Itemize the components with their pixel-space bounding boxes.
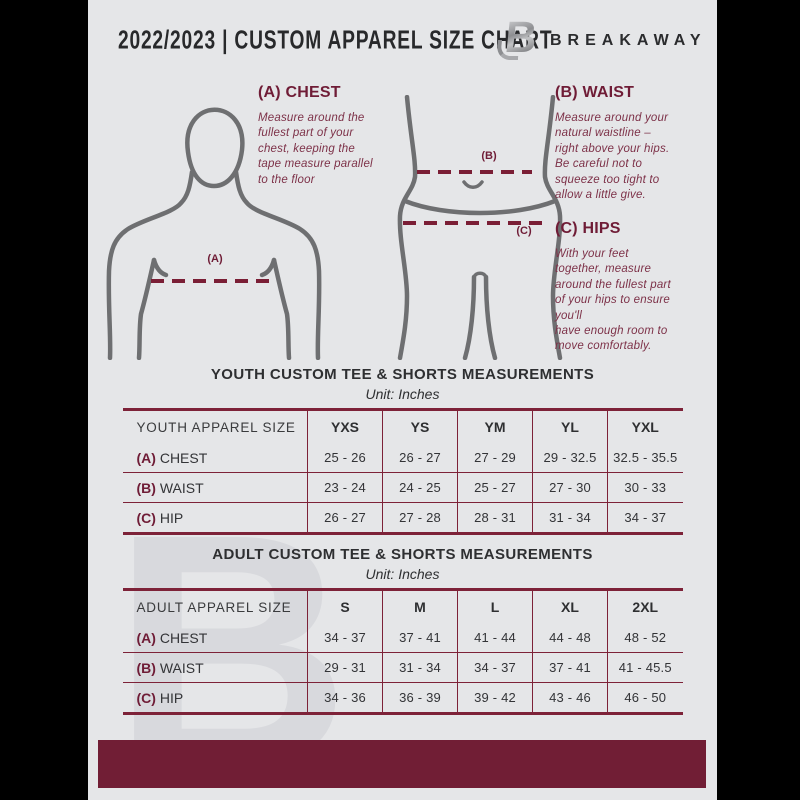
waist-heading: (B) WAIST xyxy=(555,84,635,101)
table-cell: 27 - 30 xyxy=(532,472,608,503)
column-header: YL xyxy=(532,409,608,443)
row-label: (C) HIP xyxy=(123,503,308,534)
table-cell: 48 - 52 xyxy=(607,623,683,653)
page-title: 2022/2023 | CUSTOM APPAREL SIZE CHART xyxy=(118,25,553,56)
table-cell: 27 - 29 xyxy=(457,443,533,473)
table-cell: 25 - 26 xyxy=(307,443,383,473)
column-header: YOUTH APPAREL SIZE xyxy=(136,419,296,435)
table-cell: 44 - 48 xyxy=(532,623,608,653)
column-header: XL xyxy=(532,589,608,623)
brand-name: BREAKAWAY xyxy=(550,32,707,49)
row-label: (C) HIP xyxy=(123,683,308,714)
column-header: L xyxy=(457,589,533,623)
table-cell: 32.5 - 35.5 xyxy=(607,443,683,473)
row-label: (B) WAIST xyxy=(123,653,308,683)
table-cell: 30 - 33 xyxy=(607,472,683,503)
breakaway-logo-icon: B xyxy=(495,13,543,64)
table-row: (A) CHEST 25 - 26 26 - 27 27 - 29 29 - 3… xyxy=(122,443,683,473)
row-label-text: HIP xyxy=(159,689,184,706)
header: 2022/2023 | CUSTOM APPAREL SIZE CHART B … xyxy=(88,0,717,80)
row-label-prefix: (C) xyxy=(136,689,156,706)
table-cell: 34 - 37 xyxy=(607,502,683,534)
adult-table-title: ADULT CUSTOM TEE & SHORTS MEASUREMENTS xyxy=(212,546,593,563)
row-label-text: CHEST xyxy=(159,629,208,646)
waist-body-text: Measure around your natural waistline – … xyxy=(555,112,670,202)
row-label-prefix: (B) xyxy=(136,659,156,676)
table-cell: 41 - 45.5 xyxy=(607,652,683,683)
row-label-text: WAIST xyxy=(159,659,204,676)
chest-instructions: (A) CHEST Measure around the fullest par… xyxy=(258,84,398,188)
chest-line-label: (A) xyxy=(207,253,223,265)
table-cell: 24 - 25 xyxy=(382,472,458,503)
row-label-prefix: (A) xyxy=(136,449,156,466)
logo-letter: B xyxy=(502,13,540,62)
hips-instructions: (C) HIPS With your feet together, measur… xyxy=(555,220,707,355)
row-label: (B) WAIST xyxy=(123,473,308,503)
table-header-row: YOUTH APPAREL SIZE YXS YS YM YL YXL xyxy=(123,409,683,443)
row-label: (A) CHEST xyxy=(123,443,308,473)
table-cell: 28 - 31 xyxy=(457,502,533,534)
adult-table-unit: Unit: Inches xyxy=(365,566,440,582)
adult-size-table: ADULT APPAREL SIZE S M L XL 2XL (A) CHES… xyxy=(122,588,683,715)
table-cell: 34 - 37 xyxy=(307,623,383,653)
torso-hips-figure xyxy=(397,95,563,360)
table-cell: 26 - 27 xyxy=(382,443,458,473)
table-header-row: ADULT APPAREL SIZE S M L XL 2XL xyxy=(123,589,683,623)
row-label-text: CHEST xyxy=(159,449,208,466)
table-cell: 26 - 27 xyxy=(307,502,383,534)
hips-heading: (C) HIPS xyxy=(555,220,621,237)
youth-table-title: YOUTH CUSTOM TEE & SHORTS MEASUREMENTS xyxy=(210,366,595,383)
table-cell: 46 - 50 xyxy=(607,682,683,714)
row-label: (A) CHEST xyxy=(123,623,308,653)
table-cell: 37 - 41 xyxy=(532,652,608,683)
hips-line-label: (C) xyxy=(516,225,532,237)
table-cell: 37 - 41 xyxy=(382,623,458,653)
table-cell: 36 - 39 xyxy=(382,682,458,714)
upper-body-figure xyxy=(106,107,322,360)
column-header: YM xyxy=(457,409,533,443)
column-header: M xyxy=(382,589,458,623)
table-cell: 41 - 44 xyxy=(457,623,533,653)
youth-table-unit: Unit: Inches xyxy=(365,386,440,402)
table-cell: 34 - 37 xyxy=(457,652,533,683)
table-cell: 29 - 32.5 xyxy=(532,443,608,473)
table-cell: 43 - 46 xyxy=(532,682,608,714)
table-cell: 39 - 42 xyxy=(457,682,533,714)
table-row: (B) WAIST 23 - 24 24 - 25 25 - 27 27 - 3… xyxy=(122,472,683,503)
adult-measurements-block: ADULT CUSTOM TEE & SHORTS MEASUREMENTS U… xyxy=(120,546,685,715)
table-cell: 31 - 34 xyxy=(382,652,458,683)
column-header: YXL xyxy=(607,409,683,443)
table-cell: 31 - 34 xyxy=(532,502,608,534)
row-label-prefix: (B) xyxy=(136,479,156,496)
row-label-text: HIP xyxy=(159,509,184,526)
waist-line-label: (B) xyxy=(481,150,497,162)
column-header: YS xyxy=(382,409,458,443)
table-row: (C) HIP 26 - 27 27 - 28 28 - 31 31 - 34 … xyxy=(123,502,683,534)
table-cell: 25 - 27 xyxy=(457,472,533,503)
row-label-prefix: (C) xyxy=(136,509,156,526)
column-header: ADULT APPAREL SIZE xyxy=(136,599,292,615)
table-cell: 29 - 31 xyxy=(307,652,383,683)
chest-heading: (A) CHEST xyxy=(258,84,341,101)
size-chart-page: B 2022/2023 | CUSTOM APPAREL SIZE CHART … xyxy=(88,0,717,800)
waist-instructions: (B) WAIST Measure around your natural wa… xyxy=(555,84,705,203)
row-label-text: WAIST xyxy=(159,479,204,496)
column-header: YXS xyxy=(307,409,383,443)
table-cell: 34 - 36 xyxy=(307,682,383,714)
column-header: S xyxy=(307,589,383,623)
footer-accent-bar xyxy=(98,740,706,788)
table-cell: 23 - 24 xyxy=(307,472,383,503)
column-header: 2XL xyxy=(607,589,683,623)
table-row: (B) WAIST 29 - 31 31 - 34 34 - 37 37 - 4… xyxy=(122,652,683,683)
youth-measurements-block: YOUTH CUSTOM TEE & SHORTS MEASUREMENTS U… xyxy=(120,366,685,535)
youth-size-table: YOUTH APPAREL SIZE YXS YS YM YL YXL (A) … xyxy=(122,408,683,535)
chest-body-text: Measure around the fullest part of your … xyxy=(258,112,373,186)
row-label-prefix: (A) xyxy=(136,629,156,646)
table-row: (C) HIP 34 - 36 36 - 39 39 - 42 43 - 46 … xyxy=(123,682,683,714)
hips-body-text: With your feet together, measure around … xyxy=(555,248,671,353)
table-cell: 27 - 28 xyxy=(382,502,458,534)
table-row: (A) CHEST 34 - 37 37 - 41 41 - 44 44 - 4… xyxy=(122,623,683,653)
